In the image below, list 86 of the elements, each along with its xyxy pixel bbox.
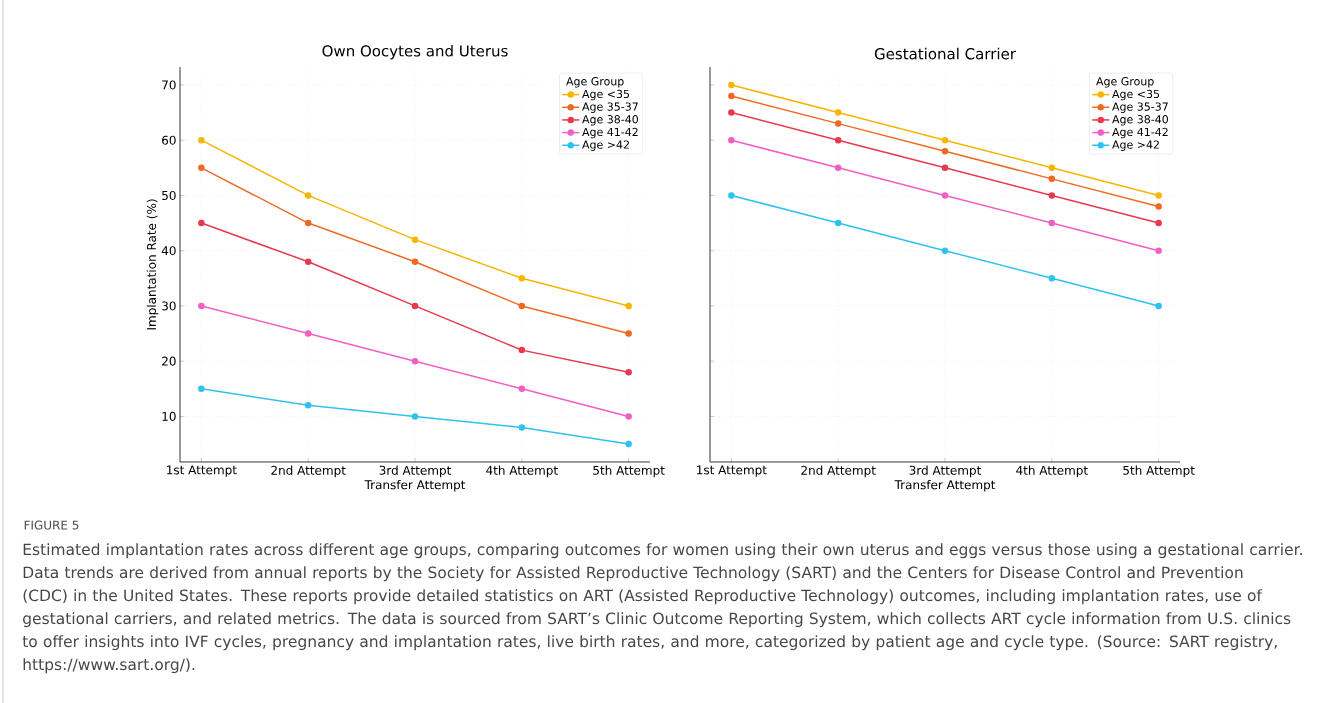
x-tick-label: 4th Attempt [1016, 465, 1088, 478]
legend-label: Age >42 [1112, 140, 1159, 151]
point [411, 258, 419, 265]
point [728, 109, 735, 116]
point [625, 368, 632, 376]
point [411, 357, 419, 365]
point [1048, 164, 1056, 172]
point [834, 136, 842, 144]
x-tick-label: 5th Attempt [593, 465, 665, 478]
point [1155, 302, 1162, 310]
y-tick-label: 10 [162, 411, 176, 421]
y-tick-label: 20 [162, 356, 176, 366]
x-axis-title: Transfer Attempt [894, 480, 996, 492]
point [834, 109, 842, 116]
point [198, 164, 205, 172]
x-tick-label: 1st Attempt [167, 465, 237, 477]
point [518, 385, 526, 393]
point [941, 164, 949, 172]
point [411, 413, 419, 420]
legend-label: Age <35 [1112, 89, 1160, 101]
point [941, 247, 949, 254]
y-axis-title: Implantation Rate (%) [146, 199, 159, 330]
point [625, 440, 632, 448]
point [1048, 219, 1056, 227]
point [941, 192, 949, 199]
point [1155, 192, 1162, 199]
point [1155, 247, 1162, 254]
point [411, 236, 419, 243]
point [518, 346, 526, 354]
x-tick-label: 2nd Attempt [801, 465, 876, 478]
point [1048, 175, 1056, 183]
point [625, 330, 632, 337]
point [518, 302, 526, 310]
x-tick-label: 3rd Attempt [909, 465, 982, 478]
point [834, 164, 842, 172]
x-tick-label: 5th Attempt [1123, 465, 1195, 478]
point [941, 136, 949, 144]
point [728, 136, 735, 144]
point [728, 81, 735, 89]
x-axis-title: Transfer Attempt [364, 480, 466, 492]
chart-title: Own Oocytes and Uterus [322, 44, 508, 60]
point [728, 192, 735, 199]
y-tick-label: 50 [162, 190, 176, 200]
point [625, 413, 632, 420]
point [411, 302, 419, 310]
point [1048, 192, 1056, 199]
x-tick-label: 2nd Attempt [271, 465, 346, 478]
y-tick-label: 40 [161, 246, 176, 256]
y-tick-label: 60 [162, 135, 176, 145]
point [625, 302, 632, 310]
point [198, 385, 205, 393]
point [1048, 275, 1056, 282]
legend-label: Age 38-40 [1112, 115, 1168, 126]
point [834, 219, 842, 227]
legend-label: Age 35-37 [1112, 102, 1168, 113]
caption: FIGURE 5 [24, 520, 79, 530]
point [941, 147, 949, 155]
point [198, 136, 205, 144]
point [1155, 219, 1162, 227]
y-tick-label: 30 [162, 301, 176, 311]
x-tick-label: 1st Attempt [697, 465, 767, 477]
point [518, 424, 526, 431]
legend-label: Age <35 [582, 89, 630, 101]
legend-label: Age 41-42 [582, 127, 638, 139]
point [304, 330, 312, 337]
legend-title: Age Group [566, 77, 624, 88]
point [304, 402, 312, 409]
legend-label: Age 38-40 [582, 115, 638, 126]
point [198, 302, 205, 310]
point [1155, 203, 1162, 210]
point [304, 192, 312, 199]
y-tick-label: 70 [162, 80, 176, 90]
text: Estimated implantation rates across different age groups, comparing outcomes for women using their own uterus and eggs versus those using a gestational carrier. Data trends are derived from annual reports by the Society for Assisted Reproductive Technology (SART) and the Centers for Disease Control and Prevention (CDC) in the United States. These reports provide detailed statistics on ART (Assisted Reproductive Technology) outcomes, including implantation rates, use of gestational carriers, and related metrics. The data is sourced from SART’s Clinic Outcome Reporting System, which collects ART cycle information from U.S. clinics to offer insights into IVF cycles, pregnancy and implantation rates, live birth rates, and more, categorized by patient age and cycle type. (Source: SART registry, https://www.sart.org/). [22, 543, 1302, 674]
x-tick-label: 3rd Attempt [379, 465, 452, 478]
chart-title: Gestational Carrier [874, 47, 1016, 60]
point [304, 258, 312, 265]
legend-title: Age Group [1096, 77, 1154, 88]
point [834, 120, 842, 127]
point [198, 219, 205, 227]
legend-label: Age 41-42 [1112, 127, 1168, 139]
point [518, 275, 526, 282]
point [304, 219, 312, 227]
legend-label: Age 35-37 [582, 102, 638, 113]
legend-label: Age >42 [582, 140, 629, 151]
x-tick-label: 4th Attempt [486, 465, 558, 478]
point [728, 92, 735, 100]
